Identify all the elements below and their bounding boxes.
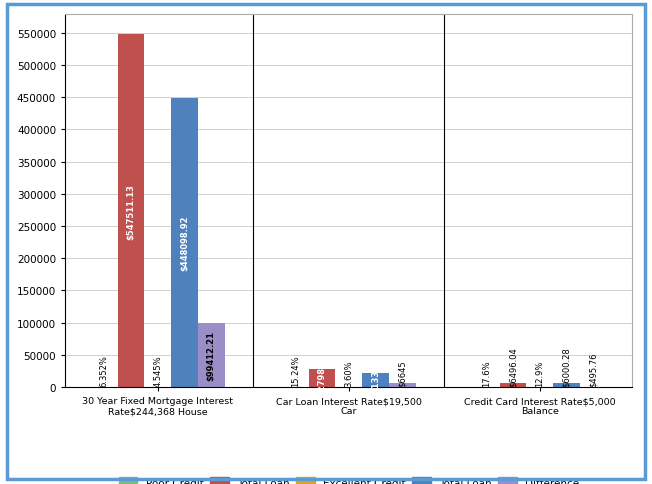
Bar — [118, 35, 145, 387]
Text: 15.24%: 15.24% — [291, 355, 300, 386]
Text: 6.352%: 6.352% — [100, 355, 109, 386]
Text: $6645: $6645 — [398, 360, 407, 386]
Text: $99412.21: $99412.21 — [207, 330, 216, 380]
Text: 12.9%: 12.9% — [535, 360, 544, 386]
Bar — [308, 369, 335, 387]
Text: 4.545%: 4.545% — [153, 355, 162, 386]
Text: $27982: $27982 — [318, 361, 327, 395]
Bar — [363, 374, 389, 387]
Text: $6496.04: $6496.04 — [509, 347, 518, 386]
Text: $448098.92: $448098.92 — [180, 215, 189, 271]
Text: $547511.13: $547511.13 — [126, 183, 136, 239]
Text: $495.76: $495.76 — [589, 352, 598, 386]
Bar — [198, 323, 225, 387]
Text: $6000.28: $6000.28 — [562, 347, 571, 386]
Text: $21337: $21337 — [371, 363, 380, 398]
Legend: Poor Credit, Total Loan, Excellent Credit, Total Loan, Difference: Poor Credit, Total Loan, Excellent Credi… — [115, 474, 582, 484]
Bar — [171, 99, 198, 387]
Text: 17.6%: 17.6% — [482, 360, 491, 386]
Bar — [553, 383, 580, 387]
Bar — [389, 383, 416, 387]
Text: 3.60%: 3.60% — [344, 360, 353, 386]
Bar — [499, 383, 526, 387]
